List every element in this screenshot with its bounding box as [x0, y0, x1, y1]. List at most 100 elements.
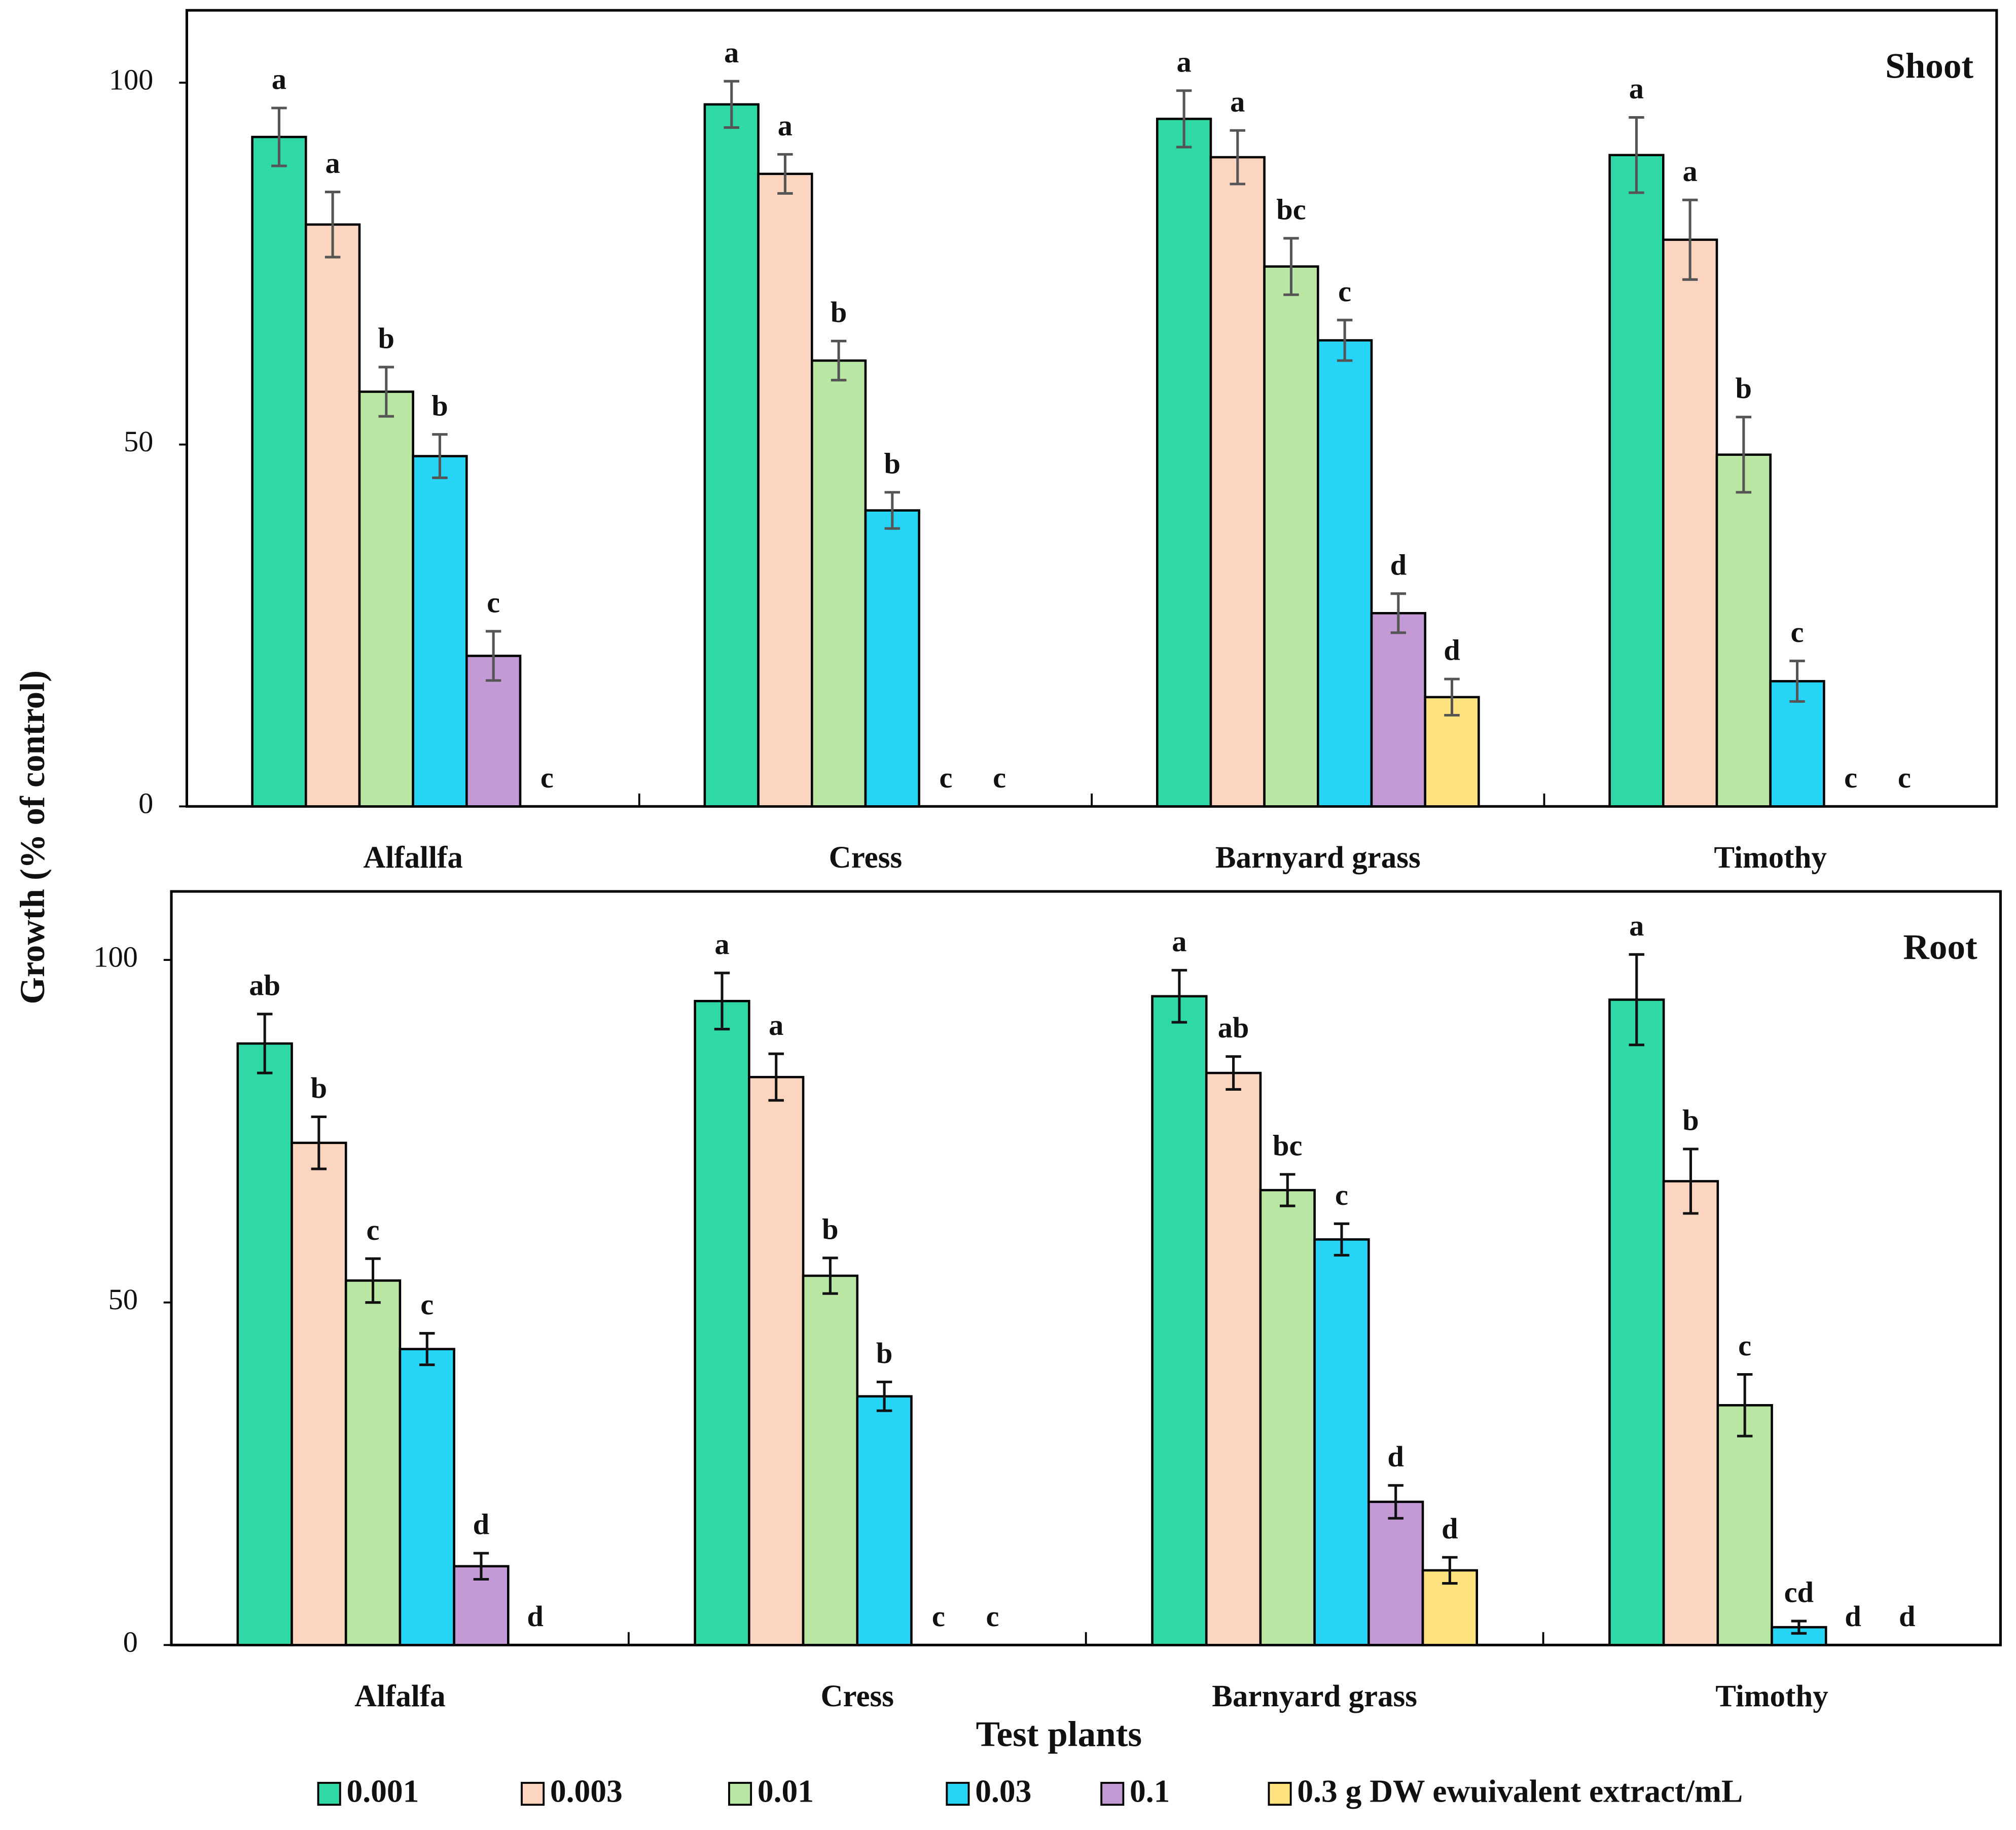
error-bar	[365, 1257, 381, 1304]
significance-letter: c	[1335, 1178, 1348, 1211]
significance-letter: a	[1629, 909, 1644, 942]
bar	[757, 172, 813, 808]
y-axis-label: Growth (% of control)	[13, 670, 52, 1004]
bar	[1205, 1071, 1262, 1646]
error-bar	[1390, 592, 1407, 634]
error-bar	[1337, 318, 1353, 362]
y-tick-label: 50	[108, 1283, 137, 1316]
error-bar	[325, 191, 341, 259]
significance-letter: ab	[249, 968, 280, 1001]
significance-letter: c	[367, 1213, 380, 1246]
significance-letter: c	[1738, 1329, 1751, 1362]
error-bar	[485, 630, 501, 682]
significance-letter: b	[831, 296, 847, 329]
error-bar	[1444, 677, 1460, 717]
significance-letter: a	[714, 927, 729, 960]
error-bar	[1388, 1484, 1403, 1520]
significance-letter: a	[778, 109, 793, 142]
bar	[236, 1042, 293, 1646]
y-tick-label: 0	[138, 787, 153, 820]
error-bar	[822, 1257, 838, 1295]
y-tick-label: 50	[124, 425, 153, 458]
significance-letter: c	[986, 1600, 999, 1633]
bar	[864, 509, 920, 808]
legend-label: 0.003	[550, 1773, 623, 1809]
legend-label: 0.3 g DW ewuivalent extract/mL	[1297, 1773, 1743, 1809]
error-bar	[884, 491, 901, 530]
legend-swatch	[728, 1782, 752, 1806]
bar	[358, 390, 414, 808]
error-bar	[1171, 968, 1187, 1024]
panel-title: Shoot	[1885, 47, 1973, 86]
bar	[1715, 453, 1772, 808]
bar	[802, 1274, 859, 1646]
significance-letter: a	[272, 63, 286, 96]
significance-letter: a	[1230, 85, 1245, 118]
legend-label: 0.1	[1130, 1773, 1170, 1809]
significance-letter: c	[1844, 761, 1857, 794]
x-tick-label: Timothy	[1715, 1679, 1828, 1713]
error-bar	[1789, 659, 1805, 703]
significance-letter: a	[1629, 72, 1644, 105]
significance-letter: cd	[1784, 1575, 1814, 1608]
error-bar	[831, 340, 847, 382]
significance-letter: c	[932, 1600, 945, 1633]
error-bar	[1280, 1173, 1295, 1207]
significance-letter: a	[1683, 155, 1698, 188]
x-tick-label: Alfallfa	[363, 841, 462, 875]
significance-letter: d	[1442, 1512, 1458, 1545]
bar	[1662, 1180, 1719, 1646]
bar	[412, 455, 468, 808]
error-bar	[1334, 1222, 1350, 1257]
bar	[1716, 1404, 1773, 1646]
x-tick-label: Barnyard grass	[1212, 1679, 1417, 1713]
significance-letter: b	[311, 1071, 328, 1104]
error-bar	[714, 972, 730, 1031]
significance-letter: d	[1387, 1440, 1404, 1473]
error-bar	[1791, 1620, 1807, 1635]
significance-letter: d	[1390, 548, 1407, 581]
x-tick-label: Cress	[821, 1679, 894, 1713]
significance-letter: a	[1172, 925, 1186, 958]
legend-swatch	[521, 1782, 545, 1806]
bar	[1608, 154, 1665, 808]
significance-letter: b	[822, 1212, 839, 1245]
bar	[1608, 998, 1665, 1646]
x-tick-label: Alfalfa	[354, 1679, 445, 1713]
error-bar	[1283, 237, 1299, 296]
x-tick-label: Barnyard grass	[1215, 841, 1421, 875]
significance-letter: c	[940, 761, 953, 794]
x-axis-label: Test plants	[976, 1714, 1142, 1754]
error-bar	[257, 1013, 273, 1074]
bar	[1263, 265, 1319, 808]
error-bar	[1226, 1055, 1241, 1091]
error-bar	[876, 1380, 892, 1412]
significance-letter: c	[1338, 275, 1351, 308]
error-bar	[724, 80, 739, 129]
bar	[810, 359, 867, 808]
legend-swatch	[946, 1782, 970, 1806]
error-bar	[432, 433, 448, 479]
panel-title: Root	[1903, 927, 1977, 967]
significance-letter: c	[420, 1288, 434, 1321]
x-tick-label: Timothy	[1714, 841, 1826, 875]
bar	[1313, 1238, 1370, 1646]
significance-letter: d	[1845, 1600, 1861, 1633]
significance-letter: bc	[1273, 1129, 1302, 1162]
bar	[1209, 156, 1266, 808]
significance-letter: c	[487, 586, 500, 619]
error-bar	[1737, 1373, 1753, 1438]
bar	[291, 1141, 347, 1646]
error-bar	[1736, 415, 1752, 494]
bar	[856, 1395, 913, 1646]
significance-letter: d	[473, 1508, 490, 1541]
error-bar	[1683, 1147, 1699, 1215]
error-bar	[1230, 129, 1246, 186]
error-bar	[1629, 116, 1644, 194]
legend-label: 0.001	[346, 1773, 419, 1809]
significance-letter: c	[993, 761, 1006, 794]
significance-letter: bc	[1276, 193, 1306, 226]
error-bar	[419, 1332, 435, 1367]
significance-letter: c	[541, 761, 554, 794]
